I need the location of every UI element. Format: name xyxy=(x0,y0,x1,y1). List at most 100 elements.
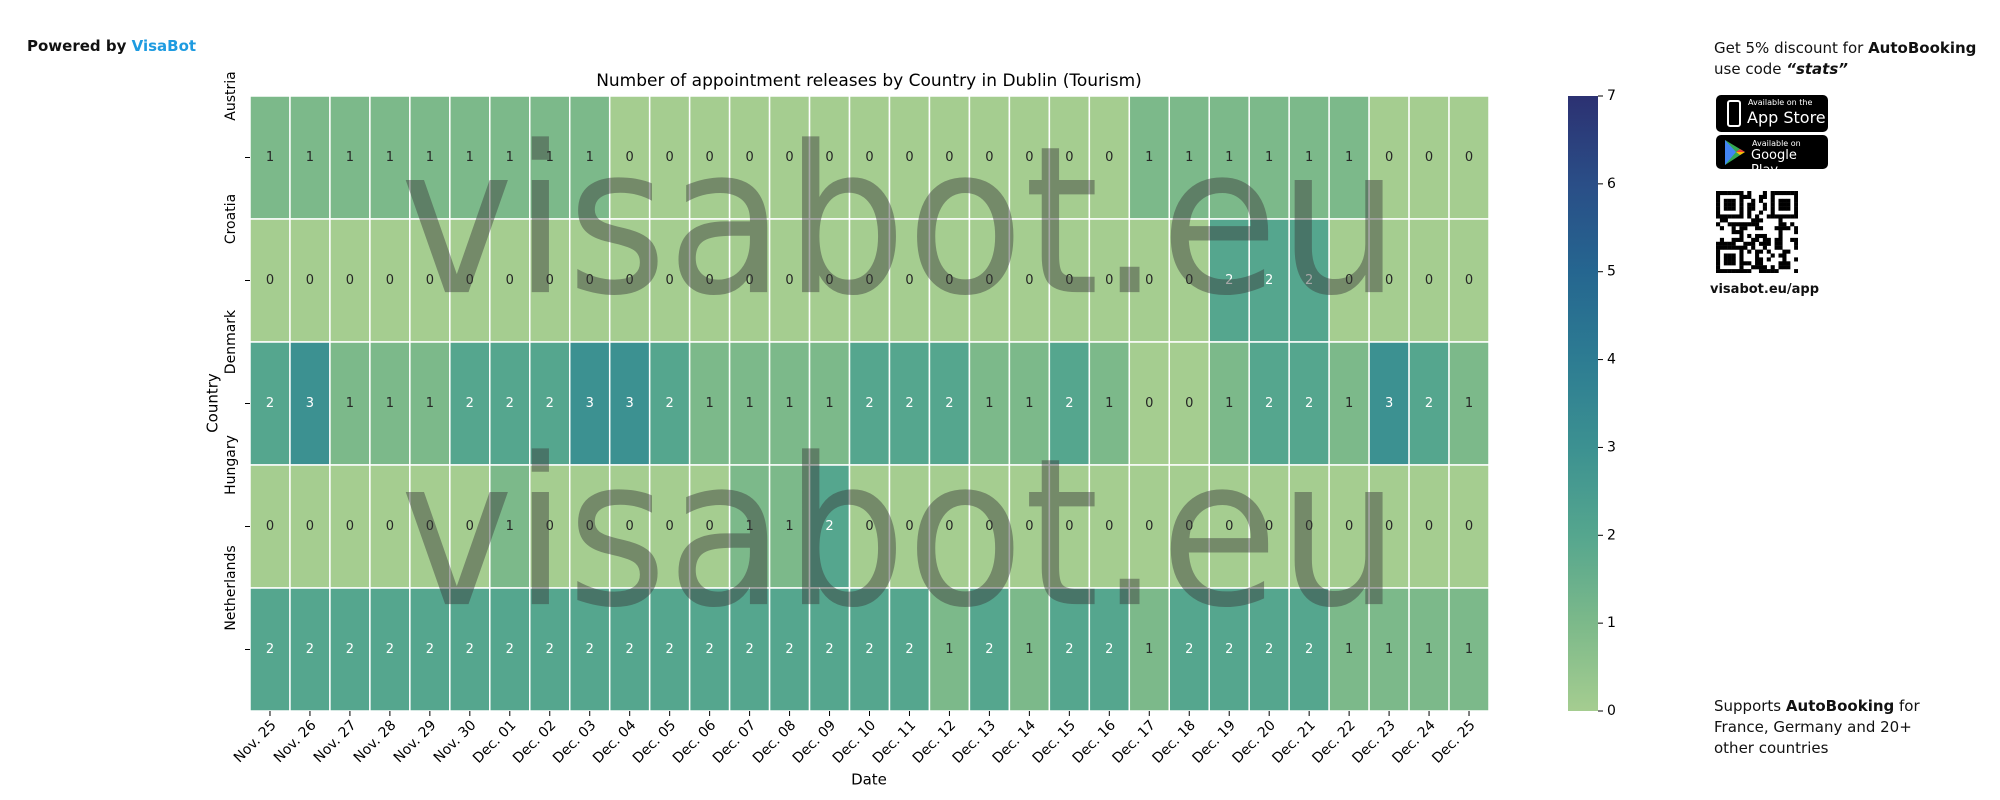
qr-module xyxy=(1747,202,1752,207)
qr-module xyxy=(1719,218,1725,223)
cell-label: 0 xyxy=(1425,273,1433,288)
qr-module xyxy=(1739,261,1744,266)
heat-cell xyxy=(648,341,691,466)
qr-module xyxy=(1790,214,1795,219)
qr-module xyxy=(1762,202,1767,207)
qr-module xyxy=(1723,257,1728,262)
qr-module xyxy=(1727,191,1732,196)
x-tick-label: Dec. 24 xyxy=(1389,717,1438,766)
qr-module xyxy=(1723,241,1728,246)
qr-module xyxy=(1739,265,1744,270)
x-tick-label: Dec. 19 xyxy=(1190,717,1239,766)
cell-label: 0 xyxy=(1025,519,1033,534)
brand-link[interactable]: VisaBot xyxy=(131,37,197,55)
qr-module xyxy=(1774,241,1779,246)
cell-label: 2 xyxy=(346,642,354,657)
heat-cell xyxy=(409,587,451,712)
qr-module xyxy=(1774,214,1779,219)
qr-module xyxy=(1758,249,1764,254)
x-tick-label: Dec. 11 xyxy=(870,717,919,766)
qr-module xyxy=(1774,269,1779,273)
x-tick-label: Dec. 21 xyxy=(1269,717,1318,766)
cell-label: 1 xyxy=(1465,396,1473,411)
cell-label: 2 xyxy=(266,642,274,657)
qr-module xyxy=(1782,257,1787,262)
qr-module xyxy=(1739,202,1744,207)
cell-label: 1 xyxy=(1465,642,1473,657)
cell-label: 1 xyxy=(1145,150,1153,165)
qr-module xyxy=(1739,253,1744,258)
cell-label: 2 xyxy=(705,642,713,657)
supports-text: Supports xyxy=(1714,697,1782,715)
qr-module xyxy=(1747,249,1752,254)
qr-module xyxy=(1762,241,1767,246)
cell-label: 0 xyxy=(825,273,833,288)
qr-module xyxy=(1723,214,1728,219)
cell-label: 0 xyxy=(1105,150,1113,165)
cell-label: 0 xyxy=(1065,150,1073,165)
cell-label: 0 xyxy=(1345,519,1353,534)
google-play-badge[interactable]: Available on Google Play xyxy=(1716,135,1828,178)
cell-label: 0 xyxy=(386,273,394,288)
cell-label: 2 xyxy=(586,642,594,657)
qr-module xyxy=(1719,269,1725,273)
qr-module xyxy=(1727,222,1732,227)
qr-module xyxy=(1739,214,1744,219)
qr-module xyxy=(1716,222,1721,227)
qr-module xyxy=(1786,226,1791,231)
cell-label: 0 xyxy=(905,519,913,534)
qr-module xyxy=(1723,202,1728,207)
qr-module xyxy=(1723,245,1728,250)
cell-label: 0 xyxy=(1025,150,1033,165)
cell-label: 0 xyxy=(1185,273,1193,288)
qr-module xyxy=(1727,245,1732,250)
cell-label: 2 xyxy=(506,642,514,657)
cell-label: 0 xyxy=(666,150,674,165)
cell-label: 0 xyxy=(266,273,274,288)
qr-link[interactable]: visabot.eu/app xyxy=(1710,282,1820,297)
cell-label: 2 xyxy=(1065,642,1073,657)
heat-cell xyxy=(249,341,291,466)
powered-by-text: Powered by xyxy=(27,37,127,55)
qr-module xyxy=(1743,261,1748,266)
qr-module xyxy=(1727,241,1732,246)
x-tick-label: Dec. 07 xyxy=(710,717,759,766)
qr-module xyxy=(1782,222,1787,227)
heat-cell xyxy=(529,587,571,712)
supports-text: for France, Germany and 20+ other countr… xyxy=(1714,697,1920,757)
cell-label: 1 xyxy=(306,150,314,165)
cell-label: 0 xyxy=(506,273,514,288)
cell-label: 2 xyxy=(546,642,554,657)
cell-label: 1 xyxy=(1025,642,1033,657)
heat-cell xyxy=(808,95,851,220)
cell-label: 2 xyxy=(865,396,873,411)
heat-cell xyxy=(1448,218,1490,343)
qr-module xyxy=(1786,198,1791,203)
app-store-badge[interactable]: Available on the App Store xyxy=(1716,95,1828,132)
cell-label: 1 xyxy=(426,150,434,165)
x-tick-label: Dec. 06 xyxy=(670,717,719,766)
qr-module xyxy=(1751,206,1756,211)
cell-label: 2 xyxy=(985,642,993,657)
qr-module xyxy=(1731,222,1736,227)
qr-module xyxy=(1716,214,1721,219)
cell-label: 1 xyxy=(705,396,713,411)
cell-label: 0 xyxy=(306,273,314,288)
qr-module xyxy=(1716,261,1721,266)
cell-label: 1 xyxy=(1305,150,1313,165)
qr-module xyxy=(1739,233,1744,239)
qr-module xyxy=(1739,206,1744,211)
qr-code[interactable] xyxy=(1716,191,1798,273)
qr-module xyxy=(1723,218,1728,223)
cell-label: 0 xyxy=(626,273,634,288)
cell-label: 0 xyxy=(1465,519,1473,534)
heat-cell xyxy=(648,464,691,589)
qr-module xyxy=(1755,222,1760,227)
x-tick-label: Dec. 20 xyxy=(1229,717,1278,766)
cell-label: 2 xyxy=(626,642,634,657)
cell-label: 1 xyxy=(506,519,514,534)
heat-cell xyxy=(1008,341,1051,466)
qr-module xyxy=(1762,237,1767,242)
qr-module xyxy=(1782,261,1787,266)
qr-module xyxy=(1751,265,1756,270)
